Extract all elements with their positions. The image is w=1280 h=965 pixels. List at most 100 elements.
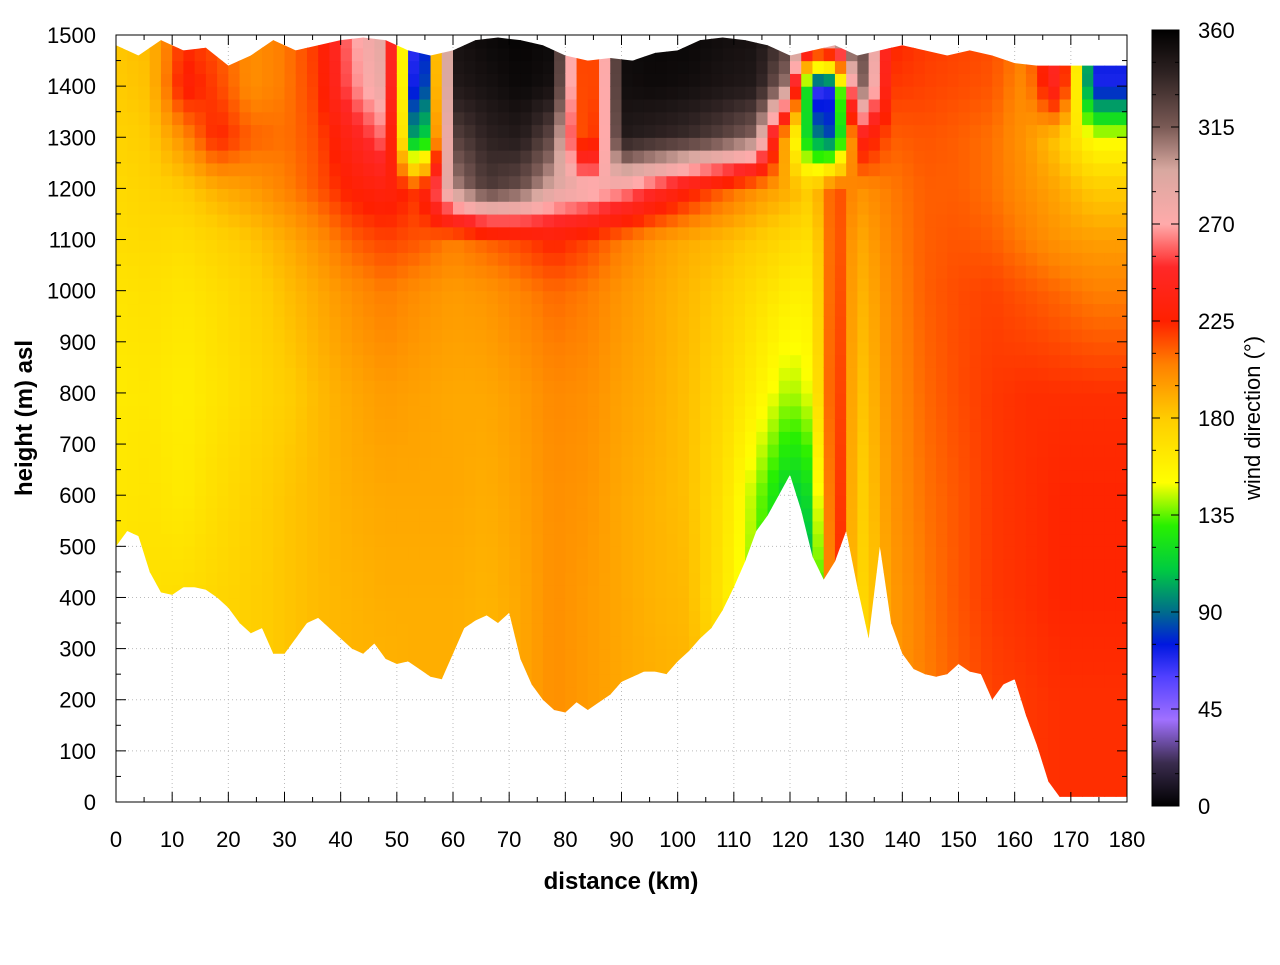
field-cell — [689, 252, 701, 265]
field-cell — [374, 789, 386, 802]
field-cell — [891, 73, 903, 86]
field-cell — [857, 355, 869, 368]
field-cell — [464, 534, 476, 547]
field-cell — [262, 597, 274, 610]
field-cell — [992, 470, 1004, 483]
field-cell — [520, 393, 532, 406]
field-cell — [1003, 649, 1015, 662]
field-cell — [363, 406, 375, 419]
field-cell — [756, 419, 768, 432]
field-cell — [138, 751, 150, 764]
field-cell — [779, 610, 791, 623]
field-cell — [352, 687, 364, 700]
field-cell — [127, 789, 139, 802]
field-cell — [172, 176, 184, 189]
field-cell — [801, 355, 813, 368]
field-cell — [678, 649, 690, 662]
field-cell — [273, 73, 285, 86]
field-cell — [678, 137, 690, 150]
field-cell — [914, 86, 926, 99]
field-cell — [285, 649, 297, 662]
field-cell — [183, 112, 195, 125]
field-cell — [565, 661, 577, 674]
field-cell — [554, 35, 566, 48]
field-cell — [262, 329, 274, 342]
field-cell — [285, 776, 297, 789]
field-cell — [217, 99, 229, 112]
field-cell — [1026, 764, 1038, 777]
field-cell — [947, 86, 959, 99]
field-cell — [464, 559, 476, 572]
field-cell — [475, 291, 487, 304]
field-cell — [565, 201, 577, 214]
field-cell — [824, 431, 836, 444]
field-cell — [925, 124, 937, 137]
field-cell — [891, 342, 903, 355]
field-cell — [487, 623, 499, 636]
field-cell — [936, 470, 948, 483]
field-cell — [925, 431, 937, 444]
field-cell — [352, 534, 364, 547]
field-cell — [936, 674, 948, 687]
field-cell — [711, 789, 723, 802]
field-cell — [374, 316, 386, 329]
field-cell — [116, 674, 128, 687]
field-cell — [779, 470, 791, 483]
field-cell — [318, 495, 330, 508]
field-cell — [138, 124, 150, 137]
field-cell — [138, 86, 150, 99]
field-cell — [812, 687, 824, 700]
field-cell — [565, 35, 577, 48]
field-cell — [554, 597, 566, 610]
field-cell — [318, 419, 330, 432]
field-cell — [970, 367, 982, 380]
field-cell — [498, 240, 510, 253]
field-cell — [891, 291, 903, 304]
field-cell — [914, 482, 926, 495]
field-cell — [869, 687, 881, 700]
field-cell — [577, 597, 589, 610]
field-cell — [419, 150, 431, 163]
field-cell — [475, 534, 487, 547]
field-cell — [723, 86, 735, 99]
field-cell — [1026, 176, 1038, 189]
field-cell — [880, 713, 892, 726]
field-cell — [902, 99, 914, 112]
field-cell — [577, 495, 589, 508]
field-cell — [397, 419, 409, 432]
field-cell — [509, 482, 521, 495]
field-cell — [397, 99, 409, 112]
field-cell — [925, 265, 937, 278]
field-cell — [846, 61, 858, 74]
field-cell — [341, 572, 353, 585]
field-cell — [228, 444, 240, 457]
field-cell — [195, 61, 207, 74]
field-cell — [745, 278, 757, 291]
field-cell — [150, 661, 162, 674]
field-cell — [925, 393, 937, 406]
field-cell — [902, 508, 914, 521]
field-cell — [1015, 342, 1027, 355]
field-cell — [779, 35, 791, 48]
field-cell — [970, 342, 982, 355]
field-cell — [464, 214, 476, 227]
field-cell — [599, 291, 611, 304]
field-cell — [341, 380, 353, 393]
field-cell — [150, 534, 162, 547]
field-cell — [116, 316, 128, 329]
field-cell — [127, 419, 139, 432]
field-cell — [498, 649, 510, 662]
field-cell — [150, 406, 162, 419]
field-cell — [127, 636, 139, 649]
field-cell — [835, 124, 847, 137]
field-cell — [577, 214, 589, 227]
field-cell — [397, 559, 409, 572]
field-cell — [925, 176, 937, 189]
field-cell — [756, 355, 768, 368]
field-cell — [588, 188, 600, 201]
field-cell — [779, 623, 791, 636]
field-cell — [386, 725, 398, 738]
field-cell — [723, 291, 735, 304]
field-cell — [610, 291, 622, 304]
field-cell — [801, 674, 813, 687]
